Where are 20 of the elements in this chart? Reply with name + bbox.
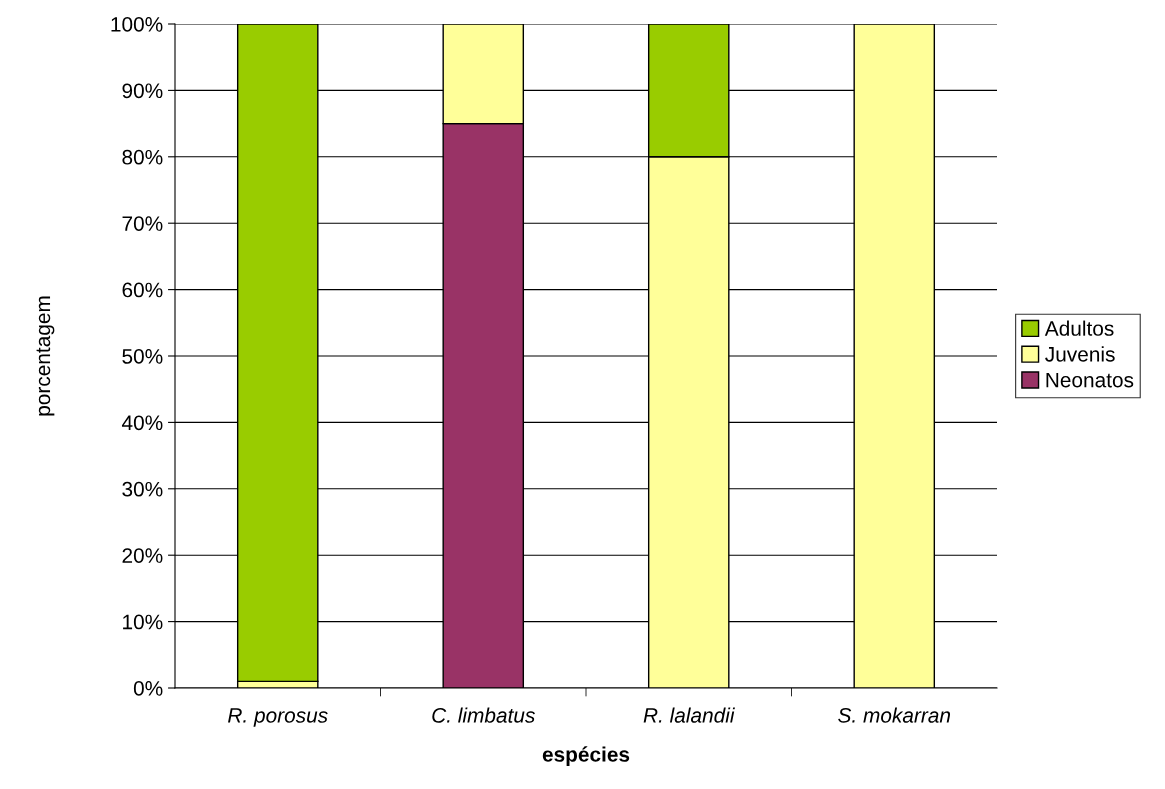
y-axis-title: porcentagem (36, 296, 55, 416)
y-tick-label: 80% (122, 149, 163, 165)
y-tick-label: 10% (123, 614, 163, 630)
y-tick-label: 60% (122, 282, 163, 298)
y-tick-label: 20% (122, 548, 163, 563)
y-tick-label: 90% (122, 83, 163, 99)
legend-label: Neonatos (1046, 372, 1134, 388)
y-tick-label: 100% (111, 17, 163, 32)
x-tick-label: R. porosus (228, 708, 328, 727)
y-tick-label: 50% (122, 349, 163, 364)
x-tick-label: C. limbatus (432, 707, 535, 723)
x-tick-label: R. lalandii (643, 707, 735, 723)
y-tick-label: 40% (121, 415, 163, 431)
y-tick-label: 0% (133, 681, 163, 696)
legend-label: Juvenis (1045, 346, 1115, 362)
y-tick-label: 30% (122, 481, 163, 497)
legend-label: Adultos (1044, 320, 1114, 336)
x-axis-title: espécies (542, 746, 630, 766)
y-tick-label: 70% (122, 216, 163, 231)
x-tick-label: S. mokarran (838, 707, 951, 723)
